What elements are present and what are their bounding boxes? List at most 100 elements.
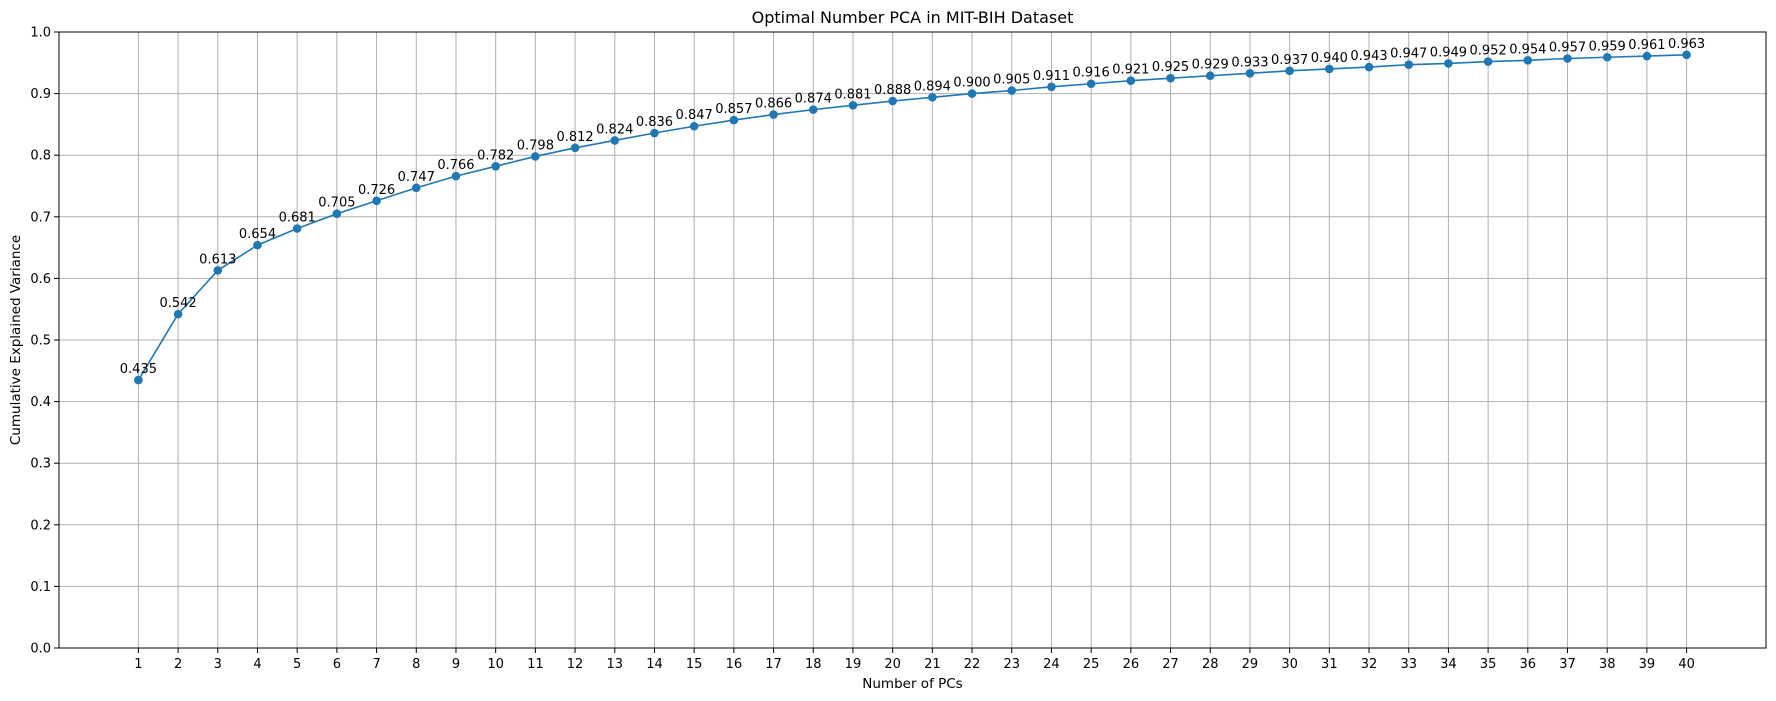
data-label: 0.613 <box>199 252 236 267</box>
data-point <box>1007 86 1017 95</box>
data-label: 0.943 <box>1350 49 1387 64</box>
y-tick-label: 0.0 <box>30 642 51 657</box>
data-point <box>531 152 540 161</box>
x-tick-label: 26 <box>1123 657 1140 672</box>
data-point <box>650 128 659 138</box>
x-tick-label: 22 <box>964 657 981 672</box>
data-label: 0.888 <box>874 83 911 98</box>
x-tick-label: 31 <box>1321 657 1338 672</box>
x-tick-label: 33 <box>1400 657 1417 672</box>
data-label: 0.905 <box>993 73 1030 88</box>
data-point <box>729 115 739 125</box>
data-labels: 0.435 0.542 0.6130.6540.6810.7050.7260.747… <box>120 37 1705 377</box>
x-tick-label: 27 <box>1162 657 1179 672</box>
x-tick-label: 7 <box>372 657 380 672</box>
data-point <box>1444 59 1453 68</box>
x-tick-label: 17 <box>765 657 782 672</box>
data-label: 0.847 <box>676 108 713 123</box>
data-label: 0.654 <box>239 227 276 242</box>
chart-title: Optimal Number PCA in MIT-BIH Dataset <box>752 8 1074 27</box>
x-tick-label: 20 <box>884 657 901 672</box>
data-label: 0.911 <box>1033 69 1070 84</box>
x-tick-label: 37 <box>1559 657 1576 672</box>
x-tick-label: 2 <box>174 657 182 672</box>
x-tick-label: 28 <box>1202 657 1219 672</box>
data-point <box>928 92 937 102</box>
data-point <box>134 375 143 385</box>
data-point <box>570 143 580 153</box>
data-point <box>411 183 421 193</box>
x-tick-label: 12 <box>567 657 584 672</box>
x-tick-label: 10 <box>487 657 504 672</box>
data-label: 0.954 <box>1509 42 1546 57</box>
x-tick-label: 24 <box>1043 657 1060 672</box>
y-tick-label: 0.4 <box>30 395 51 410</box>
data-point <box>1602 52 1612 62</box>
x-tick-label: 21 <box>924 657 941 672</box>
y-tick-label: 0.7 <box>30 210 51 225</box>
data-label: 0.937 <box>1271 53 1308 68</box>
data-label: 0.961 <box>1628 38 1665 53</box>
x-tick-label: 18 <box>805 657 822 672</box>
series-line <box>137 53 1687 381</box>
y-tick-label: 0.8 <box>30 149 51 164</box>
x-tick-label: 38 <box>1599 657 1616 672</box>
x-tick-label: 4 <box>253 657 261 672</box>
data-label: 0.957 <box>1549 40 1586 55</box>
x-tick-label: 19 <box>845 657 862 672</box>
x-tick-label: 9 <box>452 657 460 672</box>
data-label: 0.940 <box>1311 51 1348 66</box>
x-tick-label: 34 <box>1440 657 1457 672</box>
y-tick-label: 0.9 <box>30 87 51 102</box>
data-label: 0.798 <box>517 138 554 153</box>
data-point <box>848 101 858 110</box>
data-label: 0.824 <box>596 122 633 137</box>
data-label: 0.836 <box>636 115 673 130</box>
data-label: 0.681 <box>279 211 316 226</box>
data-point <box>491 161 500 171</box>
x-tick-label: 8 <box>412 657 420 672</box>
data-point <box>1205 71 1215 81</box>
data-label: 0.925 <box>1152 60 1189 75</box>
x-tick-label: 25 <box>1083 657 1100 672</box>
x-tick-label: 11 <box>527 657 544 672</box>
x-axis-title: Number of PCs <box>862 676 962 692</box>
data-label: 0.542 <box>159 296 196 311</box>
data-label: 0.947 <box>1390 47 1427 62</box>
data-point <box>451 171 461 181</box>
data-label: 0.949 <box>1430 45 1467 60</box>
y-axis-title: Cumulative Explained Variance <box>8 235 24 445</box>
data-point <box>967 89 977 98</box>
data-point <box>1563 54 1572 63</box>
x-tick-label: 30 <box>1281 657 1298 672</box>
x-tick-label: 40 <box>1678 657 1695 672</box>
x-tick-label: 14 <box>646 657 663 672</box>
data-label: 0.857 <box>715 102 752 117</box>
data-point <box>1285 66 1294 76</box>
data-label: 0.874 <box>795 92 832 107</box>
y-tick-label: 0.5 <box>30 334 51 349</box>
data-point <box>1047 82 1056 92</box>
data-point <box>173 309 183 319</box>
series-line-layer <box>134 50 1691 385</box>
data-label: 0.952 <box>1470 44 1507 59</box>
data-point <box>253 240 262 250</box>
data-label: 0.921 <box>1112 63 1149 78</box>
y-tick-label: 0.6 <box>30 272 51 287</box>
data-label: 0.894 <box>914 79 951 94</box>
data-label: 0.766 <box>437 158 474 173</box>
x-tick-label: 39 <box>1639 657 1656 672</box>
data-label: 0.747 <box>398 170 435 185</box>
data-point <box>1483 57 1493 66</box>
data-point <box>1166 73 1175 83</box>
data-point <box>292 224 302 233</box>
x-tick-label: 15 <box>686 657 703 672</box>
data-label: 0.929 <box>1192 58 1229 73</box>
data-point <box>1325 64 1334 74</box>
x-tick-label: 13 <box>606 657 623 672</box>
y-tick-label: 0.1 <box>30 580 51 595</box>
data-point <box>689 121 699 131</box>
x-tick-label: 1 <box>134 657 142 672</box>
x-tick-label: 16 <box>726 657 743 672</box>
